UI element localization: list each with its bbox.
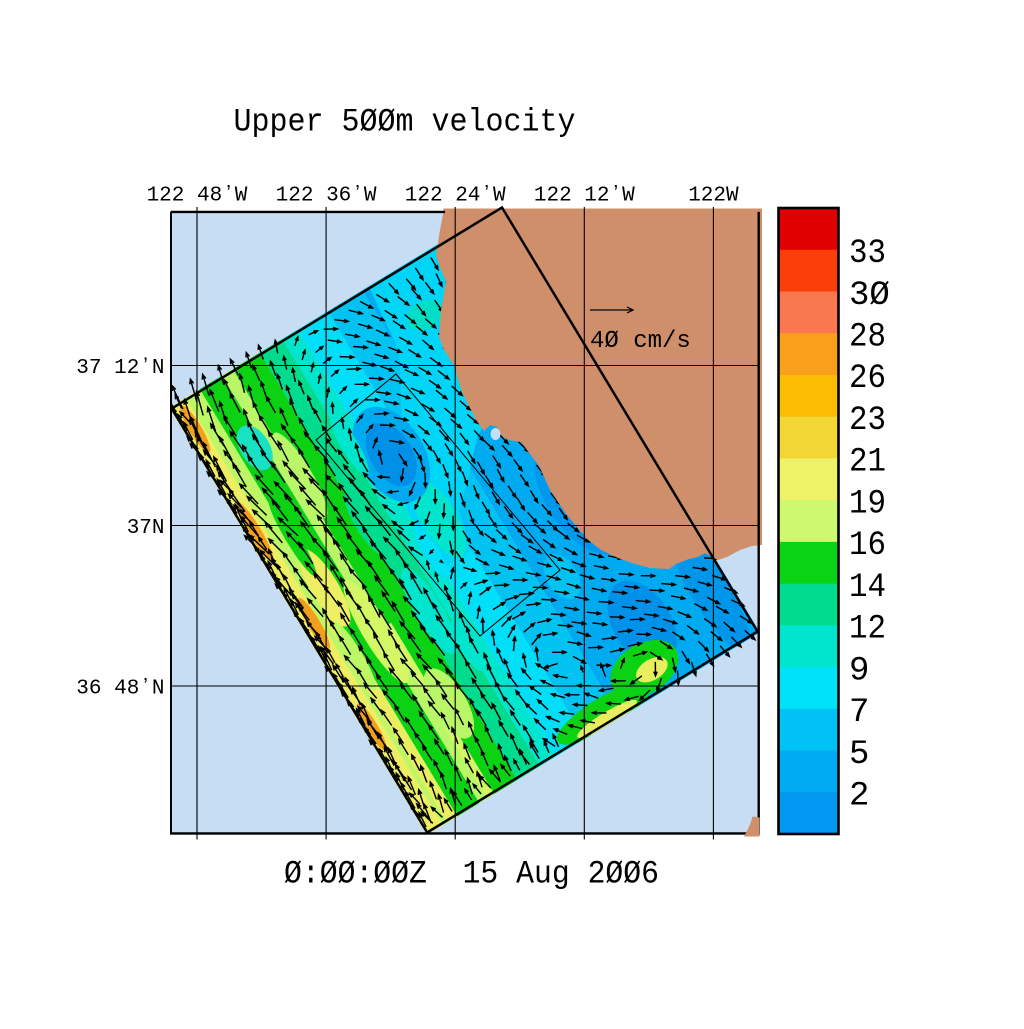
svg-text:3Ø: 3Ø <box>849 277 890 315</box>
svg-text:12: 12 <box>849 611 886 649</box>
svg-text:19: 19 <box>849 485 886 523</box>
svg-text:37N: 37N <box>127 517 165 540</box>
svg-text:5: 5 <box>849 736 869 774</box>
svg-text:4Ø cm/s: 4Ø cm/s <box>590 328 691 355</box>
svg-text:122 24ʼW: 122 24ʼW <box>405 185 506 208</box>
svg-text:37 12ʼN: 37 12ʼN <box>76 357 164 380</box>
svg-text:7: 7 <box>849 694 869 732</box>
svg-text:122W: 122W <box>688 185 739 208</box>
svg-text:2: 2 <box>849 778 869 816</box>
svg-text:Upper 5ØØm velocity: Upper 5ØØm velocity <box>234 104 576 141</box>
svg-text:28: 28 <box>849 319 886 357</box>
svg-text:9: 9 <box>849 652 869 690</box>
svg-text:26: 26 <box>849 360 886 398</box>
svg-text:16: 16 <box>849 527 886 565</box>
svg-text:Ø:ØØ:ØØZ 15 Aug 2ØØ6: Ø:ØØ:ØØZ 15 Aug 2ØØ6 <box>284 856 659 893</box>
svg-text:36 48ʼN: 36 48ʼN <box>76 677 164 700</box>
svg-text:122 48ʼW: 122 48ʼW <box>147 185 248 208</box>
svg-text:122 12ʼW: 122 12ʼW <box>534 185 635 208</box>
svg-text:21: 21 <box>849 444 886 482</box>
svg-text:33: 33 <box>849 235 886 273</box>
svg-text:14: 14 <box>849 569 886 607</box>
svg-text:122 36ʼW: 122 36ʼW <box>276 185 377 208</box>
svg-text:23: 23 <box>849 402 886 440</box>
